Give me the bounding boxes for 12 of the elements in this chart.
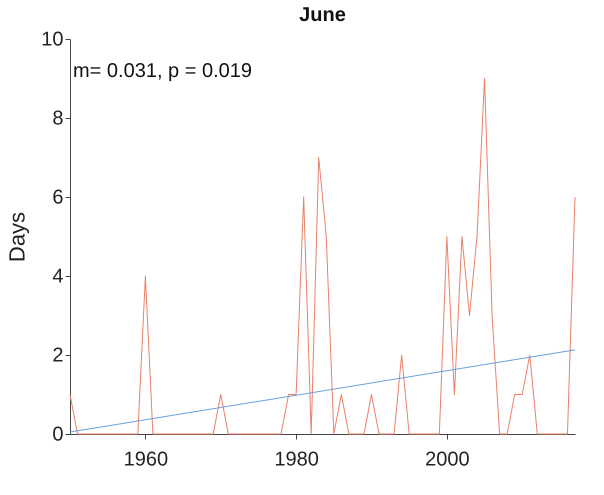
y-tick-label: 6 xyxy=(52,186,64,208)
y-tick-label: 8 xyxy=(52,108,64,130)
y-tick-label: 4 xyxy=(52,266,64,288)
x-tick-label: 1980 xyxy=(274,448,319,470)
y-axis-title: Days xyxy=(4,212,30,262)
y-tick-label: 2 xyxy=(52,344,64,366)
y-tick-label: 10 xyxy=(41,28,64,50)
x-tick-label: 2000 xyxy=(425,448,470,470)
y-tick-label: 0 xyxy=(52,424,64,446)
annotation: m= 0.031, p = 0.019 xyxy=(73,60,252,82)
x-tick-label: 1960 xyxy=(124,448,168,470)
chart-title: June xyxy=(299,4,346,26)
